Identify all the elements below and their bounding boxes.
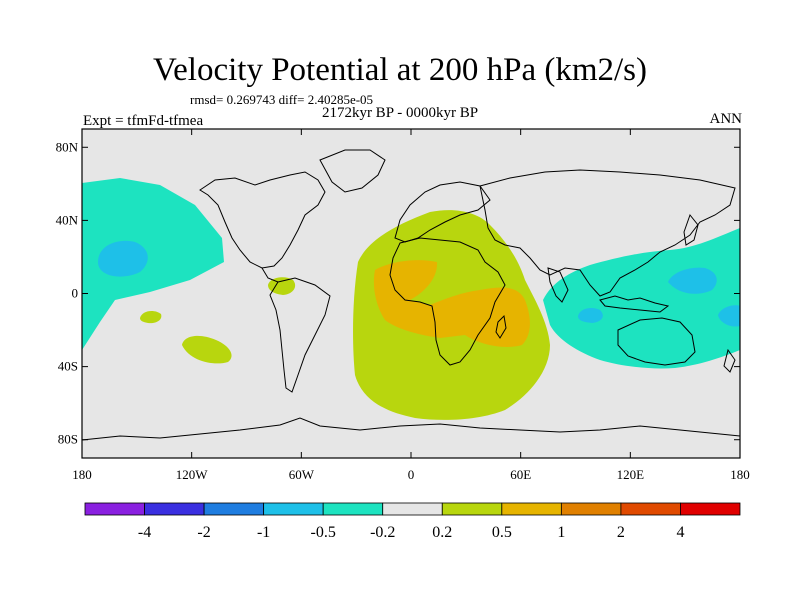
contour-fill-layer [82, 178, 740, 420]
coastlines [82, 149, 740, 441]
latitude-axis: 80N 40N 0 40S 80S [56, 139, 740, 447]
map-title: Velocity Potential at 200 hPa (km2/s) [152, 52, 648, 88]
contour-pos-africa-core [373, 260, 530, 347]
contour-neg-coralsea-core [718, 305, 740, 327]
colorbar-label-9: 4 [676, 524, 684, 541]
colorbar: -4 -2 -1 -0.5 -0.2 0.2 0.5 1 2 4 [84, 502, 741, 541]
lon-tick-label-2: 60W [289, 467, 315, 482]
coastline-indonesia [599, 295, 670, 313]
lat-tick-label-0: 80N [56, 139, 79, 154]
coastline-north-america [199, 171, 326, 269]
colorbar-label-4: -0.2 [370, 524, 395, 541]
lon-tick-label-6: 180 [730, 467, 750, 482]
coastline-antarctica [82, 417, 740, 441]
colorbar-label-5: 0.2 [432, 524, 452, 541]
time-subtitle: 2172kyr BP - 0000kyr BP [321, 105, 479, 121]
colorbar-label-8: 2 [617, 524, 625, 541]
coastline-asia [479, 169, 736, 297]
coastline-africa [389, 237, 506, 366]
coastline-south-america [269, 277, 331, 393]
lon-tick-label-0: 180 [72, 467, 92, 482]
stats-text: rmsd= 0.269743 diff= 2.40285e-05 [190, 92, 374, 107]
colorbar-label-7: 1 [557, 524, 565, 541]
contour-pos-spacific [182, 335, 232, 364]
experiment-label: Expt = tfmFd-tfmea [83, 113, 204, 129]
lat-tick-label-1: 40N [56, 212, 79, 227]
colorbar-label-0: -4 [138, 524, 151, 541]
colorbar-swatch-0 [84, 502, 145, 516]
coastline-japan [683, 213, 699, 246]
coastline-europe [394, 181, 491, 243]
coastline-australia [617, 317, 696, 366]
colorbar-swatch-9 [620, 502, 681, 516]
colorbar-label-3: -0.5 [311, 524, 336, 541]
coastline-greenland [319, 149, 386, 193]
coastline-new-zealand [723, 348, 736, 373]
contour-pos-spacific-small [140, 310, 162, 324]
colorbar-swatch-5 [382, 502, 443, 516]
lat-tick-label-2: 0 [72, 286, 79, 301]
lon-tick-label-3: 0 [408, 467, 415, 482]
colorbar-label-6: 0.5 [492, 524, 512, 541]
colorbar-swatch-6 [441, 502, 503, 516]
coastline-central-america [261, 267, 279, 283]
season-label: ANN [709, 111, 743, 127]
contour-neg-npacific [82, 178, 224, 350]
coastline-madagascar [495, 314, 507, 339]
colorbar-label-2: -1 [257, 524, 270, 541]
lon-tick-label-5: 120E [617, 467, 645, 482]
contour-neg-indonesia-core [578, 308, 603, 323]
colorbar-swatch-1 [144, 502, 205, 516]
colorbar-swatch-8 [560, 502, 622, 516]
contour-pos-samerica [268, 277, 296, 295]
colorbar-swatch-3 [263, 502, 324, 516]
colorbar-swatch-4 [322, 502, 384, 516]
colorbar-label-1: -2 [197, 524, 210, 541]
lon-tick-label-4: 60E [510, 467, 531, 482]
longitude-axis: 180 120W 60W 0 60E 120E 180 [72, 129, 750, 482]
lat-tick-label-4: 80S [58, 432, 78, 447]
contour-neg-npacific-core [98, 240, 148, 277]
contour-neg-wpacific-core [668, 267, 717, 294]
lon-tick-label-1: 120W [176, 467, 209, 482]
colorbar-swatch-10 [680, 502, 741, 516]
colorbar-swatch-2 [203, 502, 265, 516]
lat-tick-label-3: 40S [58, 359, 78, 374]
coastline-india [547, 267, 569, 303]
colorbar-swatch-7 [501, 502, 562, 516]
